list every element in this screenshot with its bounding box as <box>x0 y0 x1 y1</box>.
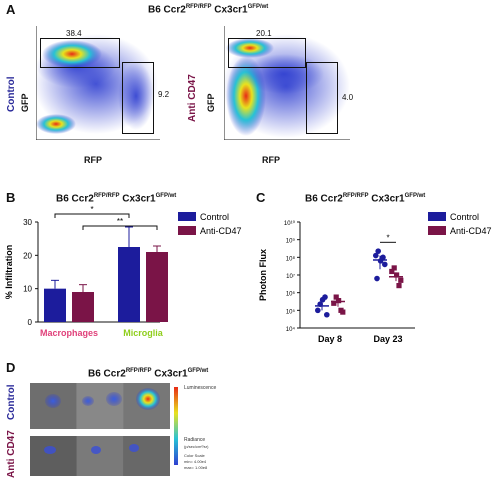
control-xlabel: RFP <box>84 155 102 165</box>
b-legend-swatch <box>178 226 196 235</box>
c-point <box>391 265 397 271</box>
control-gate-right-value: 9.2 <box>158 90 170 99</box>
panel-c-title: B6 Ccr2RFP/RFP Cx3cr1GFP/wt <box>305 193 426 205</box>
b-legend-label: Anti-CD47 <box>200 226 242 236</box>
c-point <box>340 309 346 315</box>
panel-d-title: B6 Ccr2RFP/RFP Cx3cr1GFP/wt <box>88 368 209 380</box>
bioluminescence-image-anti-cd47 <box>30 436 170 476</box>
anti-xlabel: RFP <box>262 155 280 165</box>
c-ylabel: Photon Flux <box>258 249 268 301</box>
c-point <box>380 254 386 261</box>
c-sig-label: * <box>386 233 389 242</box>
panel-a-letter: A <box>6 2 16 17</box>
b-sig-label-1: * <box>90 205 93 214</box>
bar-chart-infiltration: 0 10 20 30 % Infiltration Macrophages Microgli… <box>4 205 242 338</box>
c-legend-label: Anti-CD47 <box>450 226 492 236</box>
anti-gate-right-value: 4.0 <box>342 93 354 102</box>
c-point <box>398 277 404 283</box>
c-legend-swatch <box>428 226 446 235</box>
b-legend-label: Control <box>200 212 229 222</box>
b-ytick-label: 20 <box>23 251 32 260</box>
radiance-units: (p/sec/cm²/sr) <box>184 444 209 449</box>
c-point <box>394 272 400 278</box>
anti-gate-top-value: 20.1 <box>256 29 272 38</box>
c-point <box>373 252 379 259</box>
c-point <box>331 300 337 306</box>
anti-cd47-row-label: Anti CD47 <box>187 74 198 122</box>
c-legend-swatch <box>428 212 446 221</box>
panel-c-letter: C <box>256 190 266 205</box>
c-category-label: Day 8 <box>318 334 342 344</box>
luminescence-colorbar <box>174 387 178 465</box>
control-gate-top-value: 38.4 <box>66 29 82 38</box>
b-ytick-label: 30 <box>23 218 32 227</box>
anti-ylabel: GFP <box>206 93 216 112</box>
b-bar <box>146 252 168 322</box>
bioluminescence-image-control <box>30 383 170 429</box>
c-ytick-label: 10⁷ <box>286 273 295 280</box>
b-sig-bracket-2 <box>82 225 158 230</box>
panel-d-control-label: Control <box>6 384 17 420</box>
panel-b-title: B6 Ccr2RFP/RFP Cx3cr1GFP/wt <box>56 193 177 205</box>
c-point <box>336 298 342 304</box>
panel-a-title: B6 Ccr2RFP/RFP Cx3cr1GFP/wt <box>148 4 269 16</box>
c-point <box>322 294 328 300</box>
b-ytick-label: 0 <box>28 318 33 327</box>
b-bar <box>72 292 94 322</box>
control-row-label: Control <box>6 76 17 112</box>
anti-gate-right <box>306 62 338 134</box>
b-bar <box>44 288 66 322</box>
luminescence-scale: Luminescence Radiance (p/sec/cm²/sr) Col… <box>174 383 254 475</box>
c-point <box>324 311 330 318</box>
b-sig-bracket-1 <box>54 213 130 218</box>
c-point <box>375 248 381 254</box>
c-point <box>396 283 402 289</box>
flow-plot-anti-cd47-svg <box>222 26 350 141</box>
control-gate-right <box>122 62 154 134</box>
c-category-label: Day 23 <box>373 334 402 344</box>
c-point <box>382 261 388 268</box>
b-sig-label-2: ** <box>117 217 123 226</box>
c-ytick-label: 10¹⁰ <box>284 220 296 227</box>
b-legend-swatch <box>178 212 196 221</box>
flow-plot-control-svg <box>34 26 160 141</box>
b-ytick-label: 10 <box>23 285 32 294</box>
luminescence-scale-title: Luminescence <box>184 385 217 391</box>
radiance-label: Radiance <box>184 437 206 443</box>
control-gate-top <box>40 38 120 68</box>
flow-plot-anti-cd47 <box>222 26 350 141</box>
b-category-label: Microglia <box>123 328 164 338</box>
panel-b-letter: B <box>6 190 16 205</box>
c-ytick-label: 10⁴ <box>286 326 296 333</box>
c-legend-label: Control <box>450 212 479 222</box>
anti-gate-top <box>228 38 306 68</box>
b-bar <box>118 247 140 322</box>
color-scale-max: max= 1.00e8 <box>184 465 208 470</box>
color-scale-label: Color Scale <box>184 453 205 458</box>
c-point <box>333 294 339 300</box>
control-ylabel: GFP <box>20 93 30 112</box>
b-ylabel: % Infiltration <box>4 245 14 300</box>
b-category-label: Macrophages <box>40 328 98 338</box>
c-ytick-label: 10⁶ <box>286 291 296 298</box>
panel-d-anti-cd47-label: Anti CD47 <box>6 430 17 478</box>
color-scale-min: min= 4.00e4 <box>184 459 207 464</box>
flow-plot-control <box>34 26 160 141</box>
panel-d-letter: D <box>6 360 16 375</box>
c-point <box>389 268 395 275</box>
c-ytick-label: 10⁹ <box>286 238 296 245</box>
c-ytick-label: 10⁸ <box>286 255 296 262</box>
scatter-chart-photon-flux: 10⁴ 10⁵ 10⁶ 10⁷ 10⁸ 10⁹ 10¹⁰ Photon Flux Day 8 Da… <box>258 212 492 344</box>
c-ytick-label: 10⁵ <box>286 308 296 315</box>
c-point <box>374 275 380 282</box>
c-point <box>315 307 321 314</box>
